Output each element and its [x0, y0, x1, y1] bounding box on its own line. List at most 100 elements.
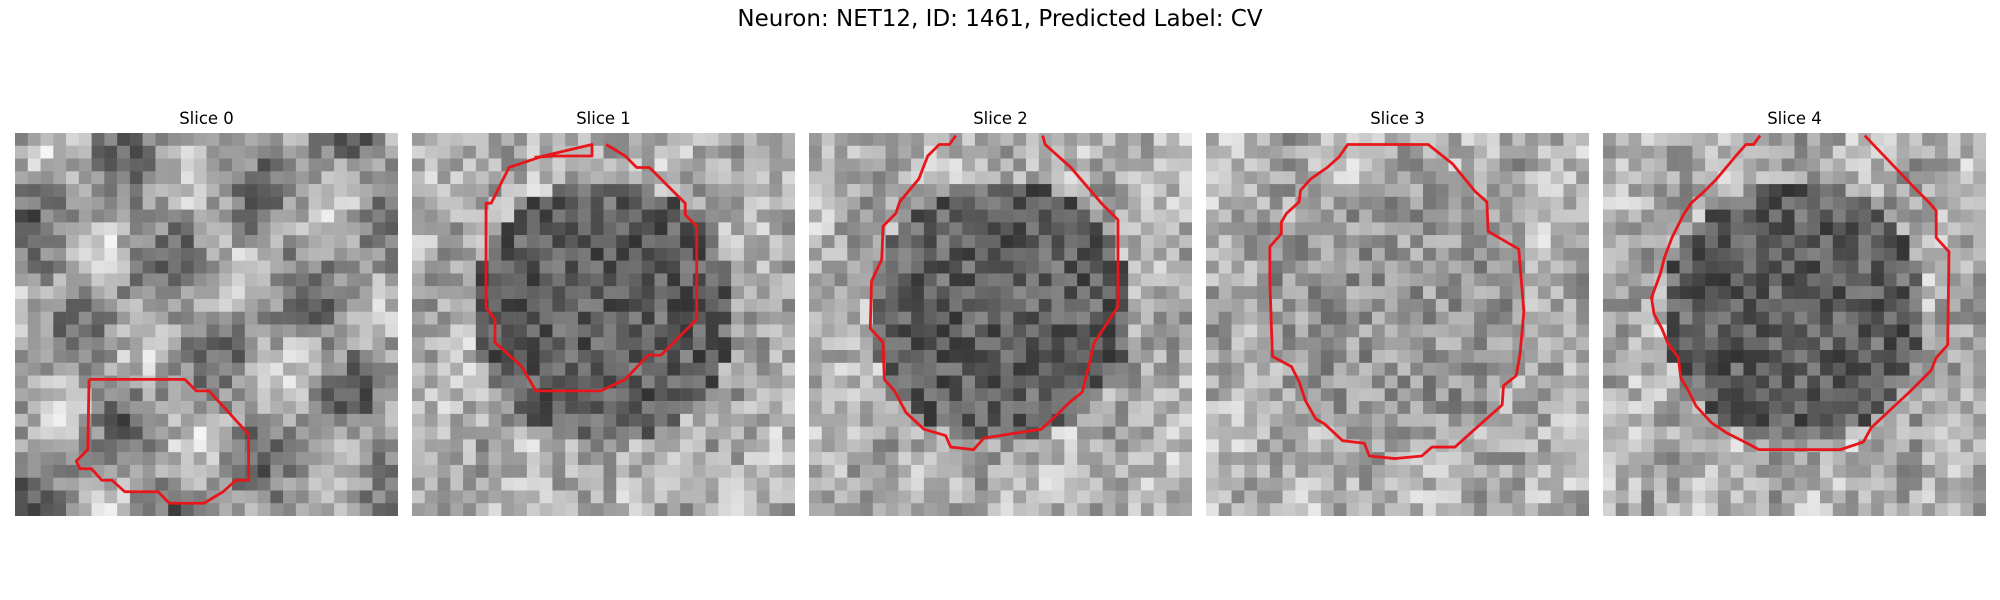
- pixel: [1257, 158, 1271, 172]
- pixel: [437, 350, 451, 364]
- pixel: [91, 439, 105, 453]
- pixel: [463, 171, 477, 185]
- pixel: [1153, 311, 1167, 325]
- pixel: [1064, 401, 1078, 415]
- pixel: [1550, 298, 1564, 312]
- pixel: [1807, 413, 1821, 427]
- pixel: [1922, 158, 1936, 172]
- pixel: [1973, 413, 1986, 427]
- pixel: [514, 413, 528, 427]
- pixel: [1231, 439, 1245, 453]
- pixel: [1820, 413, 1834, 427]
- pixel: [1051, 362, 1065, 376]
- pixel: [40, 375, 54, 389]
- pixel: [1435, 350, 1449, 364]
- pixel: [1359, 464, 1373, 478]
- pixel: [1666, 158, 1680, 172]
- pixel: [142, 247, 156, 261]
- pixel: [1615, 286, 1629, 300]
- pixel: [974, 184, 988, 198]
- pixel: [1615, 133, 1629, 147]
- pixel: [1269, 298, 1283, 312]
- pixel: [552, 196, 566, 210]
- pixel: [1257, 247, 1271, 261]
- pixel: [155, 337, 169, 351]
- pixel: [847, 426, 861, 440]
- pixel: [1909, 337, 1923, 351]
- pixel: [1807, 426, 1821, 440]
- pixel: [539, 452, 553, 466]
- pixel: [885, 171, 899, 185]
- pixel: [898, 439, 912, 453]
- pixel: [987, 273, 1001, 287]
- pixel: [641, 337, 655, 351]
- pixel: [283, 350, 297, 364]
- pixel: [1934, 464, 1948, 478]
- pixel: [1654, 388, 1668, 402]
- pixel: [1717, 286, 1731, 300]
- pixel: [1089, 362, 1103, 376]
- pixel: [308, 464, 322, 478]
- pixel: [1909, 401, 1923, 415]
- pixel: [821, 324, 835, 338]
- pixel: [1295, 260, 1309, 274]
- pixel: [718, 413, 732, 427]
- pixel: [872, 158, 886, 172]
- pixel: [705, 350, 719, 364]
- pixel: [692, 375, 706, 389]
- pixel: [1179, 311, 1192, 325]
- pixel: [1947, 503, 1961, 516]
- pixel: [1730, 209, 1744, 223]
- pixel: [577, 311, 591, 325]
- pixel: [872, 273, 886, 287]
- pixel: [129, 401, 143, 415]
- pixel: [1218, 133, 1232, 147]
- pixel: [1525, 133, 1539, 147]
- pixel: [372, 133, 386, 147]
- pixel: [577, 286, 591, 300]
- pixel: [1102, 503, 1116, 516]
- pixel: [1423, 311, 1437, 325]
- pixel: [847, 503, 861, 516]
- pixel: [1384, 247, 1398, 261]
- pixel: [923, 413, 937, 427]
- pixel: [1563, 133, 1577, 147]
- pixel: [1768, 452, 1782, 466]
- pixel: [27, 196, 41, 210]
- pixel: [616, 337, 630, 351]
- pixel: [1435, 426, 1449, 440]
- pixel: [577, 413, 591, 427]
- pixel: [1896, 209, 1910, 223]
- segmentation-contour: [74, 377, 251, 505]
- pixel: [949, 133, 963, 147]
- pixel: [1282, 247, 1296, 261]
- pixel: [295, 235, 309, 249]
- pixel: [91, 337, 105, 351]
- pixel: [603, 426, 617, 440]
- pixel: [1026, 439, 1040, 453]
- pixel: [1461, 490, 1475, 504]
- pixel: [911, 286, 925, 300]
- pixel: [437, 133, 451, 147]
- pixel: [1628, 209, 1642, 223]
- pixel: [1641, 503, 1655, 516]
- pixel: [1166, 133, 1180, 147]
- pixel: [680, 439, 694, 453]
- pixel: [1231, 209, 1245, 223]
- pixel: [334, 311, 348, 325]
- pixel: [27, 158, 41, 172]
- pixel: [1641, 158, 1655, 172]
- pixel: [142, 260, 156, 274]
- pixel: [437, 362, 451, 376]
- pixel: [1218, 298, 1232, 312]
- pixel: [1781, 490, 1795, 504]
- pixel: [117, 426, 131, 440]
- pixel: [488, 247, 502, 261]
- pixel: [1628, 350, 1642, 364]
- pixel: [1128, 401, 1142, 415]
- pixel: [552, 184, 566, 198]
- pixel: [1077, 171, 1091, 185]
- pixel: [1218, 286, 1232, 300]
- pixel: [1435, 337, 1449, 351]
- pixel: [1947, 350, 1961, 364]
